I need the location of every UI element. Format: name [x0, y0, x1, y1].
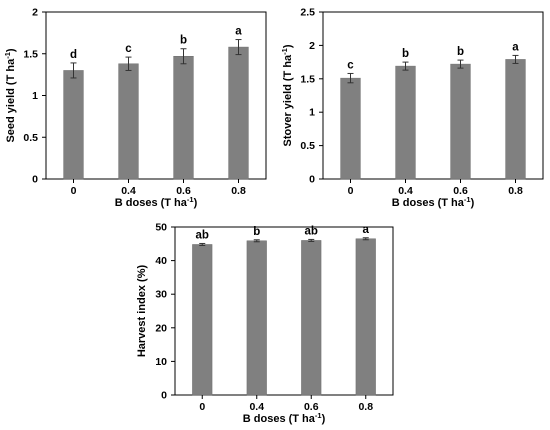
label-superscript: -1: [315, 411, 322, 420]
y-axis-label: Stover yield (T ha-1): [280, 44, 294, 146]
significance-label: a: [512, 41, 519, 53]
x-tick-label: 0.6: [304, 401, 319, 413]
plot-frame: [322, 11, 544, 180]
significance-label: a: [363, 224, 370, 236]
y-tick-label: 2: [32, 7, 38, 19]
label-close: ): [282, 44, 294, 48]
y-axis-label: Seed yield (T ha-1): [3, 48, 17, 142]
label-superscript: -1: [187, 195, 194, 204]
y-tick-label: 1.5: [300, 73, 315, 85]
bar: [228, 46, 249, 180]
label-close: ): [471, 197, 475, 209]
label-superscript: -1: [3, 52, 12, 59]
y-tick-label: 30: [155, 289, 167, 301]
significance-label: d: [70, 49, 77, 61]
x-tick-label: 0.8: [508, 185, 523, 197]
y-tick-label: 1: [309, 107, 315, 119]
x-tick-label: 0: [71, 185, 77, 197]
bar: [395, 65, 416, 180]
chart-panel-3: 0 10 20 30 40 50 ab 0 b 0.4 ab 0.6 a 0.8 B doses (T ha…: [136, 222, 394, 425]
bar: [118, 63, 139, 180]
plot-frame: [174, 226, 394, 396]
y-tick-label: 40: [155, 255, 167, 267]
label-superscript: -1: [464, 195, 471, 204]
bar: [173, 56, 194, 180]
label-superscript: -1: [280, 48, 289, 55]
y-tick-label: 1: [32, 90, 38, 102]
y-tick-label: 0.5: [300, 140, 315, 152]
y-tick-label: 0: [161, 390, 167, 402]
label-close: ): [322, 413, 326, 425]
label-close: ): [5, 48, 17, 52]
label-main: B doses (T ha: [392, 197, 465, 209]
bar: [450, 63, 471, 180]
bar: [355, 238, 376, 396]
significance-label: a: [235, 26, 242, 38]
bar: [301, 240, 322, 396]
x-axis-label: B doses (T ha-1): [115, 195, 198, 209]
significance-label: b: [253, 226, 260, 238]
x-tick-label: 0.6: [176, 185, 191, 197]
x-tick-label: 0.8: [231, 185, 246, 197]
x-tick-label: 0.4: [121, 185, 136, 197]
label-main: B doses (T ha: [115, 197, 188, 209]
significance-label: c: [347, 59, 354, 71]
significance-label: b: [180, 35, 187, 47]
bar: [246, 240, 267, 396]
y-tick-label: 2: [309, 40, 315, 52]
bar: [63, 70, 84, 180]
x-tick-label: 0.4: [249, 401, 264, 413]
y-tick-label: 2.5: [300, 7, 315, 19]
label-main: B doses (T ha: [243, 413, 316, 425]
significance-label: c: [125, 43, 132, 55]
y-tick-label: 0.5: [23, 132, 38, 144]
significance-label: ab: [196, 229, 209, 241]
x-axis-label: B doses (T ha-1): [392, 195, 475, 209]
bar: [192, 244, 213, 396]
x-tick-label: 0: [199, 401, 205, 413]
y-tick-label: 50: [155, 222, 167, 234]
label-main: Seed yield (T ha: [5, 58, 17, 143]
bar: [505, 59, 526, 180]
significance-label: b: [457, 46, 464, 58]
y-tick-label: 20: [155, 322, 167, 334]
significance-label: ab: [305, 225, 318, 237]
label-main: Stover yield (T ha: [282, 54, 294, 147]
x-tick-label: 0.6: [453, 185, 468, 197]
label-close: ): [194, 197, 198, 209]
x-tick-label: 0.4: [398, 185, 413, 197]
y-tick-label: 0: [32, 174, 38, 186]
x-tick-label: 0: [348, 185, 354, 197]
x-tick-label: 0.8: [358, 401, 373, 413]
bar: [340, 77, 361, 180]
y-tick-label: 1.5: [23, 48, 38, 60]
x-axis-label: B doses (T ha-1): [243, 411, 326, 425]
significance-label: b: [402, 48, 409, 60]
y-tick-label: 10: [155, 356, 167, 368]
y-axis-label: Harvest index (%): [136, 265, 148, 358]
label-main: Harvest index (%): [136, 265, 148, 358]
y-tick-label: 0: [309, 174, 315, 186]
